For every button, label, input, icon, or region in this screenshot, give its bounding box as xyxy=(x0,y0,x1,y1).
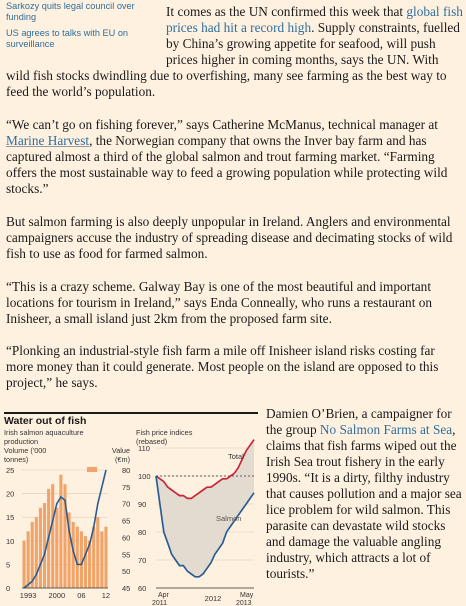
chart-1-legend-volume-swatch xyxy=(87,467,97,472)
paragraph-text: It comes as the UN confirmed this week t… xyxy=(166,4,407,19)
paragraph-text: , the Norwegian company that owns the In… xyxy=(6,133,448,196)
chart-2-x-tick-label: 2013 xyxy=(236,600,252,606)
paragraph-2: “We can’t go on fishing forever,” says C… xyxy=(6,117,458,197)
chart-1-bar xyxy=(75,526,79,588)
paragraph-text: , claims that fish farms wiped out the I… xyxy=(266,422,462,581)
chart-2-gap-area xyxy=(156,439,254,577)
chart-1-x-tick-label: 06 xyxy=(77,591,85,600)
fish-chart: Water out of fish Irish salmon aquacultu… xyxy=(4,412,258,606)
chart-1-bar xyxy=(38,507,42,588)
chart-1-left-tick-label: 25 xyxy=(6,466,14,475)
chart-1-bar xyxy=(92,526,96,588)
chart-2-salmon-line xyxy=(155,475,255,578)
paragraph-3: But salmon farming is also deeply unpopu… xyxy=(6,214,453,261)
chart-2-subtitle: Fish price indices (rebased) xyxy=(136,428,193,446)
chart-top-rule xyxy=(4,412,258,414)
chart-1-left-tick-label: 5 xyxy=(6,560,10,569)
chart-2-total-line xyxy=(155,439,255,500)
chart-1-bar xyxy=(88,540,92,588)
chart-1-bar xyxy=(34,517,38,588)
chart-1-subtitle: Irish salmon aquaculture production xyxy=(4,428,84,446)
no-salmon-farms-link[interactable]: No Salmon Farms at Sea xyxy=(319,422,453,437)
chart-1-right-tick-label: 50 xyxy=(122,567,130,576)
chart-2-y-tick-label: 80 xyxy=(138,528,146,537)
chart-1-bar xyxy=(30,521,34,588)
chart-1-bar xyxy=(79,531,83,588)
chart-1-left-tick-label: 15 xyxy=(6,513,14,522)
chart-1-bar xyxy=(42,503,47,588)
chart-2-x-tick-label: 2011 xyxy=(152,600,167,606)
chart-1-left-tick-label: 20 xyxy=(6,490,14,499)
chart-2-y-tick-label: 70 xyxy=(138,556,146,565)
paragraph-text: “We can’t go on fishing forever,” says C… xyxy=(6,117,438,132)
chart-1-x-tick-label: 2000 xyxy=(48,591,65,600)
chart-2-y-tick-label: 100 xyxy=(138,472,151,481)
chart-2-y-tick-label: 90 xyxy=(138,500,146,509)
chart-1-x-tick-label: 1993 xyxy=(20,591,37,600)
paragraph-text: Damien O’Brien, a campaigner for the gro… xyxy=(266,406,452,437)
chart-1-right-tick-label: 65 xyxy=(122,517,130,526)
chart-2-total-label: Total xyxy=(228,452,244,461)
chart-canvas: 0 5 10 15 20 25 45 50 55 60 65 70 75 80 1993 2000 06 12 60… xyxy=(6,439,255,606)
chart-2-x-tick-label: Apr xyxy=(158,592,170,599)
paragraph-4: “This is a crazy scheme. Galway Bay is o… xyxy=(6,279,433,326)
chart-1-right-axis-label: Value (€m) xyxy=(111,446,130,464)
chart-1-bar xyxy=(96,517,100,588)
chart-1-x-tick-label: 12 xyxy=(102,591,110,600)
related-links: Sarkozy quits legal council over funding… xyxy=(6,0,146,55)
chart-1-right-tick-label: 60 xyxy=(122,533,130,542)
chart-1-right-tick-label: 55 xyxy=(122,550,130,559)
chart-2-y-tick-label: 60 xyxy=(138,584,146,593)
fish-prices-link[interactable]: global fish prices had hit a record high xyxy=(166,4,463,35)
chart-1-left-tick-label: 10 xyxy=(6,537,14,546)
chart-1-bar xyxy=(22,540,26,588)
marine-harvest-link[interactable]: Marine Harvest xyxy=(6,133,90,148)
chart-1-bar xyxy=(55,507,59,588)
chart-1-bar xyxy=(71,521,75,588)
chart-1-bar xyxy=(104,526,108,588)
related-link-sarkozy[interactable]: Sarkozy quits legal council over funding xyxy=(6,1,135,22)
related-link-surveillance[interactable]: US agrees to talks with EU on surveillan… xyxy=(6,28,129,49)
chart-1-right-tick-label: 70 xyxy=(122,500,130,509)
paragraph-6: Damien O’Brien, a campaigner for the gro… xyxy=(266,406,462,582)
chart-1-left-axis-label: Volume ('000 tonnes) xyxy=(4,446,47,464)
chart-1-bar xyxy=(83,536,88,588)
chart-2-y-tick-label: 110 xyxy=(138,444,150,453)
chart-1-right-tick-label: 75 xyxy=(122,483,130,492)
chart-2-x-tick-label: May xyxy=(240,592,254,599)
paragraph-5: “Plonking an industrial-style fish farm … xyxy=(6,343,439,390)
chart-2-salmon-label: Salmon xyxy=(216,514,241,523)
chart-1-right-tick-label: 80 xyxy=(122,466,130,475)
chart-1-bar xyxy=(67,512,71,588)
chart-1-bar xyxy=(51,484,55,588)
chart-1-bar xyxy=(26,531,30,588)
chart-2-x-tick-label: 2012 xyxy=(205,594,222,603)
chart-1-left-tick-label: 0 xyxy=(6,584,10,593)
chart-1-right-tick-label: 45 xyxy=(122,584,130,593)
paragraph-1-continued: wild fish stocks dwindling due to overfi… xyxy=(6,68,447,99)
chart-1-bar xyxy=(100,531,104,588)
chart-title: Water out of fish xyxy=(4,415,87,427)
paragraph-text: . Supply constraints, fuelled by China’s… xyxy=(166,20,460,67)
chart-1-bar xyxy=(63,484,67,588)
paragraph-1-lead: It comes as the UN confirmed this week t… xyxy=(166,4,464,68)
chart-1-bar xyxy=(59,474,63,588)
chart-1-value-line xyxy=(23,469,107,589)
